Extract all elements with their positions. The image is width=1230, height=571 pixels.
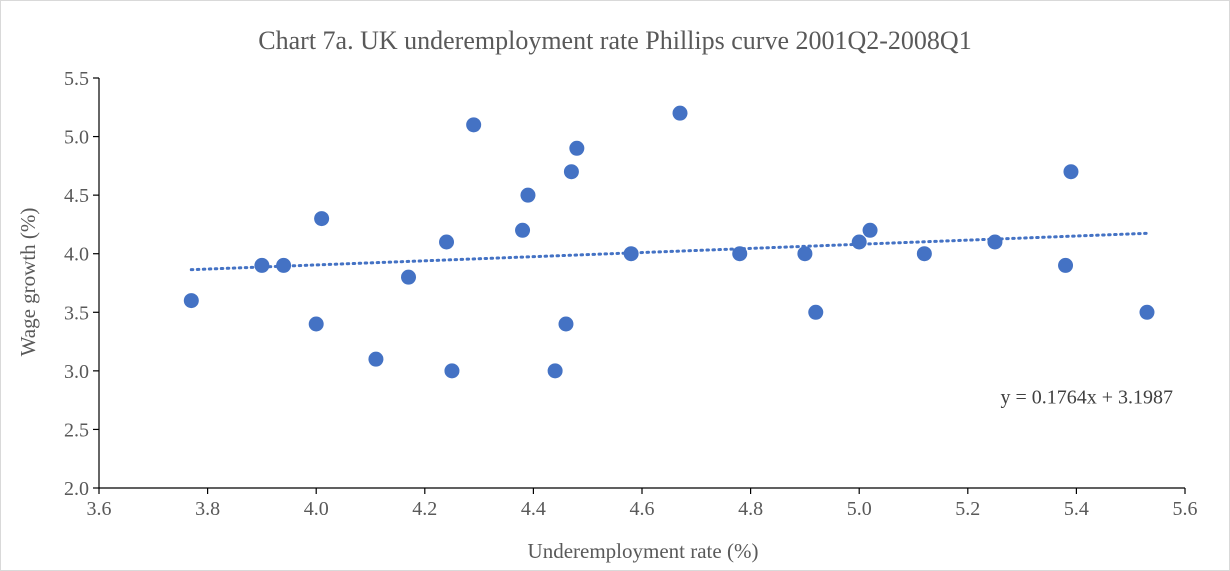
chart-title: Chart 7a. UK underemployment rate Philli… xyxy=(258,26,971,55)
x-tick-label: 5.0 xyxy=(847,498,872,520)
data-point xyxy=(368,351,384,367)
plot-area: 2.0 2.5 3.0 3.5 4.0 4.5 5.0 5.5 3.6 3.8 4.0 4.2 4.4 4… xyxy=(64,68,1198,520)
y-tick-label: 5.5 xyxy=(64,68,89,90)
data-point xyxy=(797,246,813,262)
data-point xyxy=(569,140,585,156)
x-tick-label: 4.4 xyxy=(521,498,546,520)
data-point xyxy=(987,234,1003,250)
data-point xyxy=(732,246,748,262)
y-tick-label: 4.5 xyxy=(64,185,89,207)
x-tick-label: 3.8 xyxy=(195,498,220,520)
x-tick-label: 3.6 xyxy=(87,498,112,520)
x-tick-label: 4.8 xyxy=(738,498,763,520)
data-point xyxy=(916,246,932,262)
data-point xyxy=(1139,304,1155,320)
data-point xyxy=(183,293,199,309)
y-tick-label: 3.0 xyxy=(64,361,89,383)
data-point xyxy=(808,304,824,320)
data-point xyxy=(439,234,455,250)
data-point xyxy=(1058,257,1074,273)
data-point xyxy=(254,257,270,273)
data-point xyxy=(558,316,574,332)
data-point xyxy=(1063,164,1079,180)
x-tick-label: 5.2 xyxy=(955,498,980,520)
data-point xyxy=(851,234,867,250)
x-tick-label: 4.0 xyxy=(304,498,329,520)
data-point xyxy=(515,222,531,238)
x-axis-title: Underemployment rate (%) xyxy=(528,539,759,563)
y-tick-label: 5.0 xyxy=(64,127,89,149)
data-point xyxy=(563,164,579,180)
data-point xyxy=(444,363,460,379)
y-tick-label: 2.0 xyxy=(64,478,89,500)
data-point xyxy=(276,257,292,273)
data-point xyxy=(623,246,639,262)
data-point xyxy=(314,211,330,227)
x-tick-label: 4.6 xyxy=(630,498,655,520)
data-point xyxy=(466,117,482,133)
y-tick-label: 3.5 xyxy=(64,302,89,324)
x-tick-label: 5.4 xyxy=(1064,498,1089,520)
data-point xyxy=(520,187,536,203)
data-point xyxy=(401,269,417,285)
x-tick-label: 5.6 xyxy=(1173,498,1198,520)
data-point xyxy=(672,105,688,121)
data-point xyxy=(308,316,324,332)
y-tick-label: 4.0 xyxy=(64,244,89,266)
y-tick-label: 2.5 xyxy=(64,419,89,441)
trendline xyxy=(189,231,1149,272)
data-point xyxy=(547,363,563,379)
y-axis-title: Wage growth (%) xyxy=(16,208,40,357)
data-point xyxy=(862,222,878,238)
x-tick-label: 4.2 xyxy=(412,498,437,520)
trendline-equation: y = 0.1764x + 3.1987 xyxy=(1000,387,1173,409)
